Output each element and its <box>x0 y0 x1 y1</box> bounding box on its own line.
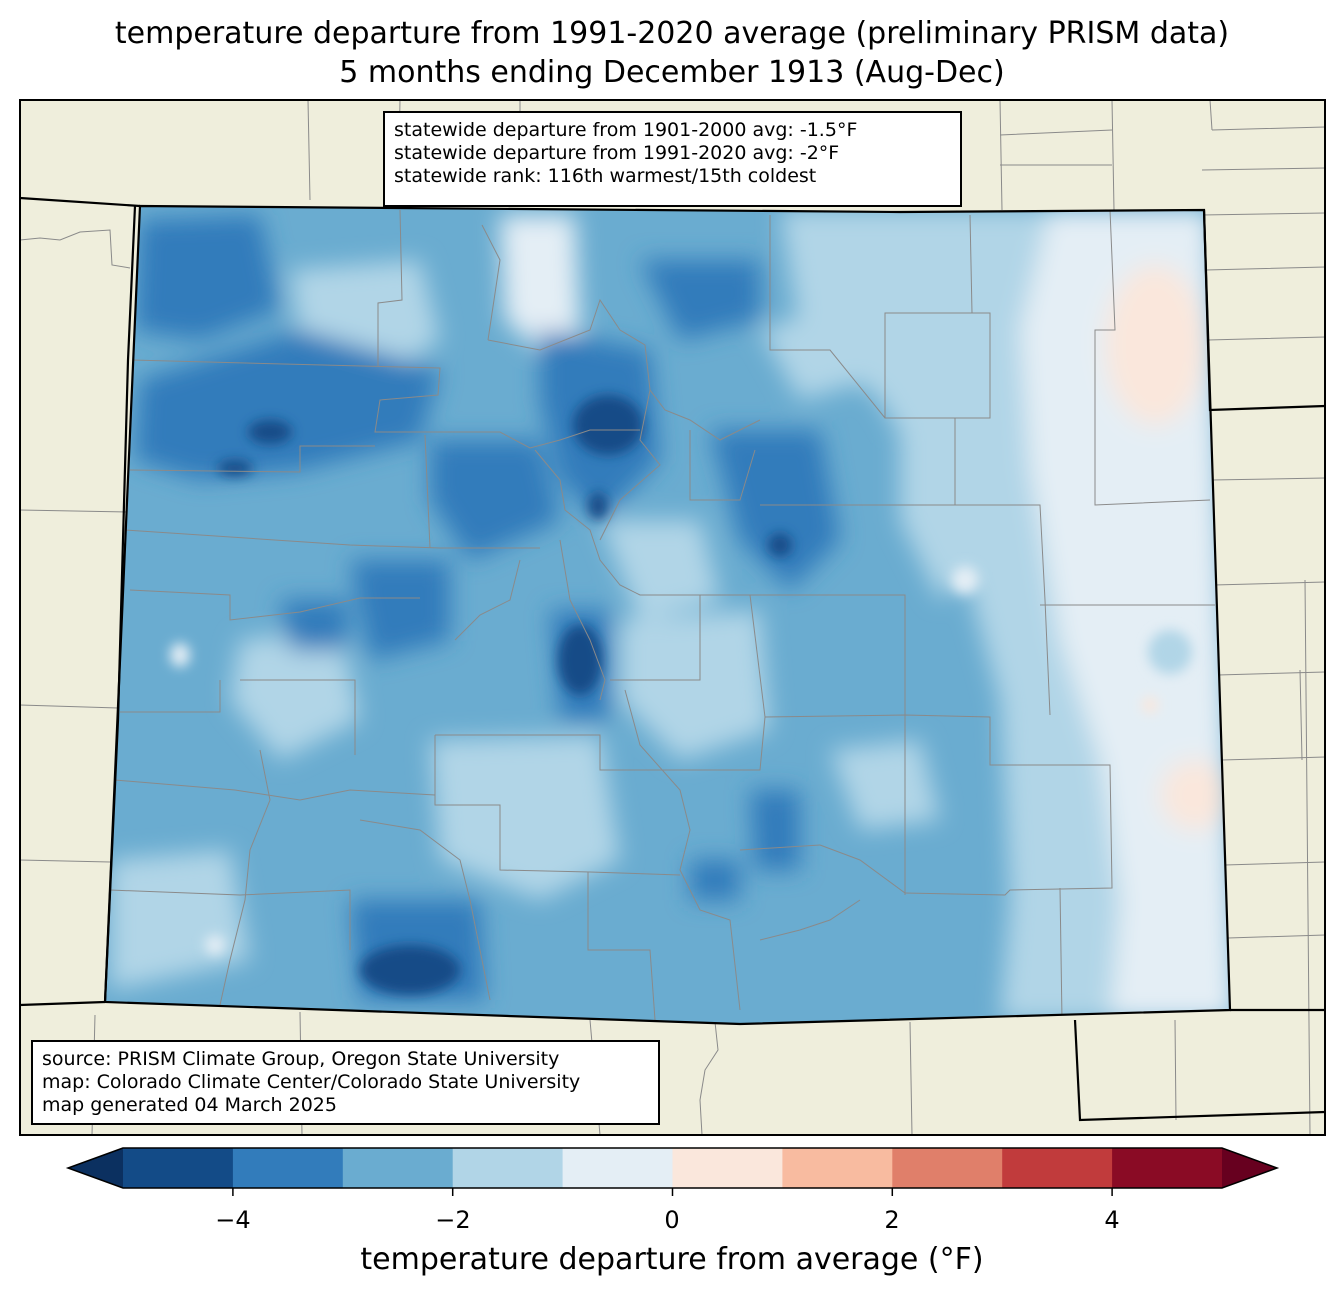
state-borders <box>20 196 1325 1122</box>
stats-line-1901-2000: statewide departure from 1901-2000 avg: … <box>394 119 858 141</box>
map-subtitle: 5 months ending December 1913 (Aug-Dec) <box>339 55 1005 90</box>
colorbar-tick-label-0: 0 <box>664 1206 680 1234</box>
temperature-field <box>105 206 1230 1024</box>
colorbar-bins <box>123 1148 1223 1188</box>
map-title: temperature departure from 1991-2020 ave… <box>114 16 1230 51</box>
colorbar-bin-3 <box>452 1148 564 1188</box>
colorbar-outline <box>65 1147 1280 1189</box>
county-lines <box>109 209 1215 1021</box>
colorbar-bin-5 <box>672 1148 783 1188</box>
colorbar-over-arrow <box>1222 1148 1277 1188</box>
credits-generated: map generated 04 March 2025 <box>42 1094 337 1116</box>
colorbar-tick-label-neg4: −4 <box>215 1206 251 1234</box>
colorbar-bin-6 <box>782 1148 893 1188</box>
stats-line-rank: statewide rank: 116th warmest/15th colde… <box>394 165 817 187</box>
colorbar <box>65 1147 1280 1196</box>
credits-box: source: PRISM Climate Group, Oregon Stat… <box>31 1040 660 1125</box>
colorbar-bin-7 <box>892 1148 1003 1188</box>
credits-map: map: Colorado Climate Center/Colorado St… <box>42 1071 581 1093</box>
colorbar-bin-2 <box>342 1148 454 1188</box>
stats-line-1991-2020: statewide departure from 1991-2020 avg: … <box>394 142 840 164</box>
colorbar-tick-label-neg2: −2 <box>435 1206 471 1234</box>
colorbar-under-arrow <box>68 1148 123 1188</box>
colorbar-bin-4 <box>562 1148 673 1188</box>
credits-source: source: PRISM Climate Group, Oregon Stat… <box>42 1048 560 1070</box>
colorbar-bin-9 <box>1112 1148 1223 1188</box>
colorbar-tick-marks <box>232 1188 1113 1196</box>
colorbar-tick-label-4: 4 <box>1104 1206 1120 1234</box>
colorbar-bin-8 <box>1002 1148 1113 1188</box>
colorbar-label: temperature departure from average (°F) <box>360 1242 984 1277</box>
map-frame <box>19 99 1326 1136</box>
statewide-stats-box: statewide departure from 1901-2000 avg: … <box>383 111 962 207</box>
colorbar-tick-label-2: 2 <box>884 1206 900 1234</box>
colorbar-bin-0 <box>123 1148 234 1188</box>
colorbar-bin-1 <box>232 1148 344 1188</box>
